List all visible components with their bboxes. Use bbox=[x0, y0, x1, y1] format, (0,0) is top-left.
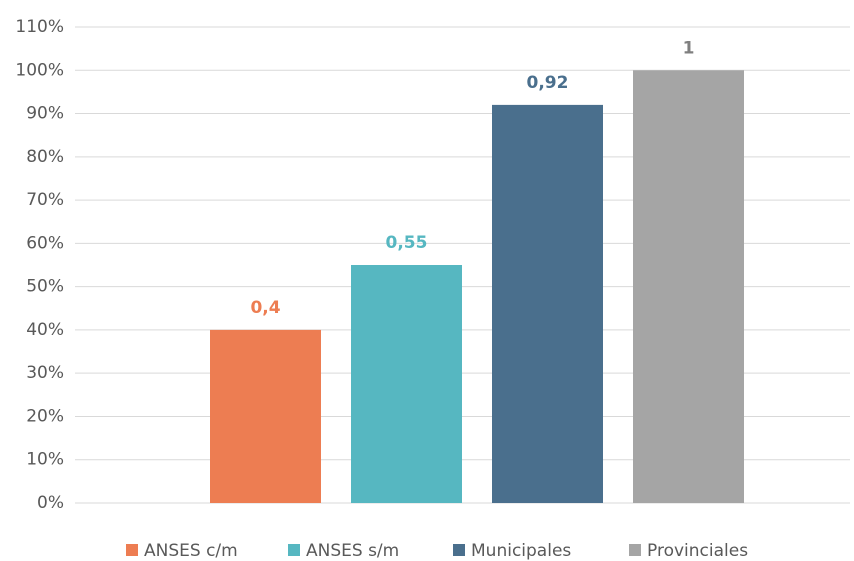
y-tick-label: 60% bbox=[26, 233, 64, 253]
bar bbox=[633, 70, 744, 503]
y-tick-label: 50% bbox=[26, 277, 64, 297]
y-tick-label: 10% bbox=[26, 450, 64, 470]
y-tick-label: 70% bbox=[26, 190, 64, 210]
value-label: 1 bbox=[683, 38, 695, 58]
legend-label: Municipales bbox=[471, 541, 571, 561]
y-tick-label: 20% bbox=[26, 406, 64, 426]
y-tick-label: 80% bbox=[26, 147, 64, 167]
legend-swatch bbox=[288, 544, 300, 556]
value-label: 0,4 bbox=[250, 298, 280, 318]
y-tick-label: 30% bbox=[26, 363, 64, 383]
y-tick-label: 40% bbox=[26, 320, 64, 340]
bar bbox=[210, 329, 321, 503]
legend-label: Provinciales bbox=[647, 541, 748, 561]
y-tick-label: 90% bbox=[26, 104, 64, 124]
legend-swatch bbox=[126, 544, 138, 556]
bar bbox=[492, 104, 603, 504]
value-label: 0,92 bbox=[527, 73, 569, 93]
y-tick-label: 110% bbox=[15, 17, 64, 37]
legend-swatch bbox=[629, 544, 641, 556]
y-tick-label: 100% bbox=[15, 60, 64, 80]
legend-label: ANSES c/m bbox=[144, 541, 238, 561]
y-tick-label: 0% bbox=[37, 493, 64, 513]
value-label: 0,55 bbox=[386, 233, 428, 253]
legend-label: ANSES s/m bbox=[306, 541, 399, 561]
legend-swatch bbox=[453, 544, 465, 556]
bar bbox=[351, 265, 462, 503]
